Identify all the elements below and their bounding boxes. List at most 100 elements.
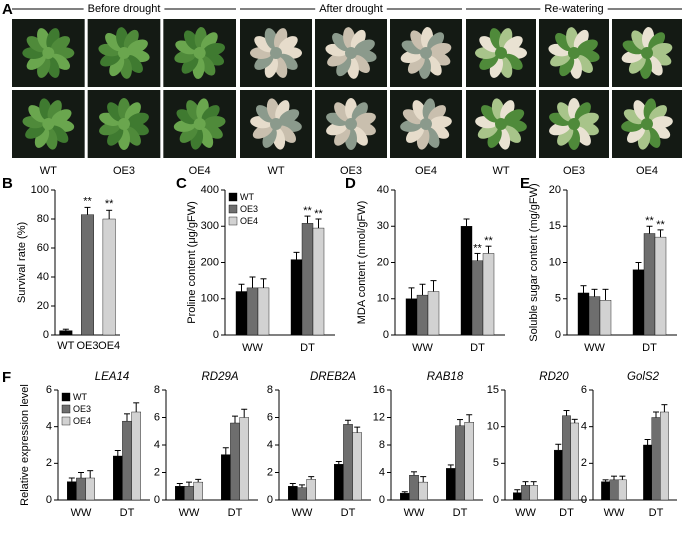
bar [409, 475, 419, 501]
bar [297, 487, 307, 501]
error-bar [644, 439, 651, 445]
chart-title: DREB2A [310, 371, 356, 383]
bar [418, 481, 429, 501]
y-tick-label: 6 [267, 411, 273, 423]
x-tick-label: DT [120, 507, 135, 519]
leaf [631, 30, 647, 51]
y-tick-label: 20 [377, 256, 389, 268]
rosette-center [193, 47, 206, 59]
x-tick-label: WT [57, 340, 74, 352]
rosette-center [193, 118, 206, 130]
legend-swatch [61, 404, 71, 414]
bar [290, 259, 303, 336]
panel-letter: F [2, 369, 11, 386]
y-tick-label: 2 [154, 466, 160, 478]
error-bar [62, 328, 69, 331]
leaf [479, 36, 499, 53]
y-tick-label: 0 [43, 329, 49, 341]
leaf [124, 126, 141, 146]
error-bar [447, 464, 454, 469]
rosette-center [118, 47, 130, 59]
leaf [650, 116, 673, 129]
bar [471, 260, 484, 336]
y-tick-label: 200 [201, 256, 219, 268]
legend-label: OE4 [73, 416, 91, 426]
bar [102, 218, 116, 336]
bar [460, 226, 473, 336]
legend-label: OE4 [240, 216, 258, 226]
chart-title: RD29A [201, 371, 238, 383]
x-tick-label: WW [412, 342, 433, 354]
header-bg [315, 2, 387, 16]
photo-label: WT [492, 165, 509, 177]
y-axis-label: Relative expression level [19, 384, 31, 506]
error-bar [474, 252, 481, 261]
photo-label: OE4 [189, 165, 211, 177]
leaf [50, 53, 71, 70]
group-title: Before drought [88, 3, 161, 15]
bar [660, 411, 669, 501]
leaf [127, 39, 148, 54]
leaf [410, 30, 426, 51]
bar [193, 481, 204, 501]
error-bar [289, 483, 296, 487]
significance: ** [303, 205, 312, 217]
x-tick-label: DT [228, 507, 243, 519]
error-bar [591, 288, 598, 297]
bar [334, 464, 344, 501]
bar [601, 481, 611, 501]
y-tick-label: 6 [581, 384, 587, 396]
significance: ** [645, 215, 654, 227]
panel-letter: C [176, 175, 187, 192]
error-bar [563, 410, 570, 416]
leaf [351, 126, 368, 146]
error-bar [78, 472, 84, 478]
bar [416, 294, 429, 336]
leaf [278, 53, 298, 70]
leaf [627, 125, 646, 143]
bar [562, 415, 571, 501]
photo-label: OE3 [113, 165, 135, 177]
bar [174, 486, 185, 501]
error-bar [249, 276, 256, 288]
error-bar [411, 471, 417, 476]
y-tick-label: 4 [581, 421, 587, 433]
leaf [577, 39, 598, 54]
bar [570, 422, 579, 501]
error-bar [580, 285, 587, 293]
x-tick-label: WW [71, 507, 92, 519]
leaf [481, 105, 500, 123]
header-bg [83, 2, 165, 16]
bar [184, 486, 194, 501]
error-bar [222, 447, 229, 455]
bar [230, 422, 240, 501]
y-axis-label: MDA content (nmol/gFW) [356, 201, 368, 324]
y-axis-label: Proline content (μg/gFW) [186, 201, 198, 324]
significance: ** [473, 242, 482, 254]
x-tick-label: WW [404, 507, 425, 519]
chart-title: GolS2 [627, 371, 660, 383]
legend-swatch [228, 192, 238, 202]
rosette-center [270, 47, 282, 59]
y-tick-label: 10 [377, 293, 389, 305]
leaf [105, 33, 123, 52]
bar [59, 330, 73, 336]
bar [235, 291, 248, 336]
bar [257, 287, 270, 336]
leaf [504, 109, 525, 125]
photo-label: OE4 [636, 165, 658, 177]
error-bar [430, 280, 437, 292]
bar [482, 253, 495, 336]
error-bar [232, 415, 238, 423]
y-tick-label: 0 [493, 494, 499, 506]
error-bar [186, 481, 192, 487]
bar [464, 422, 475, 501]
significance: ** [105, 198, 114, 210]
photo-label: OE4 [415, 165, 437, 177]
x-tick-label: DT [559, 507, 574, 519]
y-axis-label: Survival rate (%) [16, 222, 28, 303]
y-tick-label: 4 [154, 439, 160, 451]
rosette-center [42, 47, 55, 59]
leaf [426, 55, 442, 76]
y-tick-label: 80 [37, 213, 49, 225]
